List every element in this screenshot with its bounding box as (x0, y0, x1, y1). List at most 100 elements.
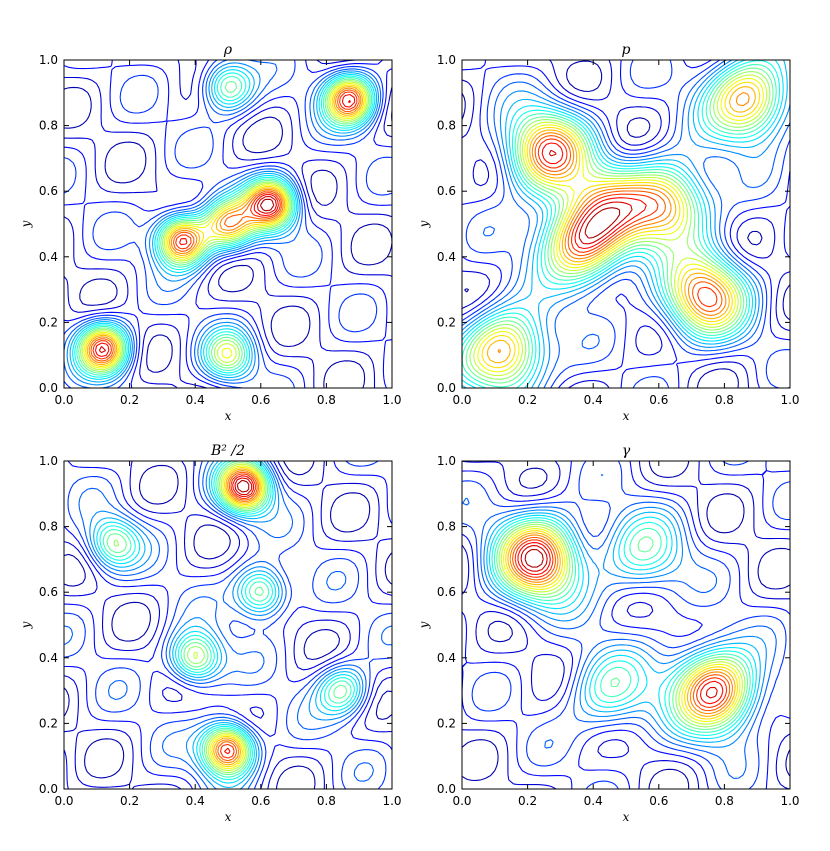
x-tick-label: 0.2 (120, 393, 139, 407)
contour-level (462, 461, 790, 789)
contour-level (496, 521, 749, 731)
contour-level (500, 525, 743, 725)
contour-level (106, 461, 348, 776)
contour-level (64, 60, 382, 388)
contour-level (537, 138, 718, 308)
x-tick-label: 0.8 (715, 794, 734, 808)
y-tick-label: 0.0 (437, 381, 456, 395)
contour-level (88, 87, 362, 364)
contour-level (209, 465, 264, 770)
contour-level (78, 78, 371, 374)
y-tick-label: 1.0 (437, 53, 456, 67)
contour-level (486, 86, 756, 364)
contour-level (462, 60, 790, 388)
contour-level (259, 198, 275, 212)
contour-level (462, 64, 777, 388)
contour-level (497, 92, 750, 354)
x-tick-label: 0.8 (715, 393, 734, 407)
y-tick-label: 0.8 (39, 520, 58, 534)
contour-level (86, 85, 363, 366)
contour-lines (462, 60, 790, 388)
x-tick-label: 0.8 (317, 794, 336, 808)
contour-level (505, 530, 739, 720)
contour-level (514, 539, 728, 708)
x-tick-label: 0.2 (518, 794, 537, 808)
x-axis-label: x (623, 810, 630, 824)
plot-frame (63, 59, 393, 389)
y-tick-label: 0.2 (437, 716, 456, 730)
y-tick-label: 0.0 (437, 782, 456, 796)
contour-level (92, 91, 358, 360)
x-tick-label: 1.0 (382, 794, 401, 808)
contour-level (502, 528, 741, 723)
contour-level (462, 60, 788, 388)
x-tick-label: 0.4 (584, 393, 603, 407)
y-axis-label: y (19, 621, 33, 629)
x-axis-label: x (225, 810, 232, 824)
x-tick-label: 0.6 (251, 393, 270, 407)
contour-level (64, 461, 392, 789)
contour-level (213, 468, 261, 766)
y-axis-label: y (19, 220, 33, 228)
y-tick-label: 1.0 (437, 454, 456, 468)
contour-level (64, 461, 392, 789)
y-tick-label: 0.4 (437, 651, 456, 665)
contour-level (524, 548, 544, 568)
contour-level (102, 461, 352, 778)
contour-lines (64, 461, 392, 789)
contour-level (236, 479, 250, 493)
contour-level (462, 461, 790, 789)
contour-level (483, 506, 767, 748)
contour-level (94, 93, 356, 358)
panel-title: γ (622, 443, 631, 459)
contour-level (99, 461, 355, 781)
contour-level (93, 461, 361, 789)
contour-level (64, 461, 392, 789)
x-tick-label: 1.0 (780, 794, 799, 808)
x-tick-label: 0.6 (649, 794, 668, 808)
contour-level (234, 477, 253, 496)
contour-level (465, 67, 774, 384)
contour-level (548, 149, 633, 245)
contour-level (211, 466, 263, 768)
x-tick-label: 0.0 (452, 393, 471, 407)
contour-lines (64, 60, 392, 388)
y-tick-label: 0.2 (39, 315, 58, 329)
contour-level (481, 81, 761, 369)
contour-level (469, 71, 771, 380)
contour-level (462, 60, 784, 388)
x-tick-label: 0.0 (452, 794, 471, 808)
plot-frame (461, 59, 791, 389)
y-tick-label: 1.0 (39, 53, 58, 67)
contour-level (462, 60, 790, 388)
contour-level (224, 475, 255, 755)
plot-frame (461, 460, 791, 790)
y-tick-label: 0.4 (437, 250, 456, 264)
contour-level (534, 135, 723, 313)
y-tick-label: 0.8 (437, 520, 456, 534)
y-tick-label: 0.6 (437, 585, 456, 599)
y-tick-label: 0.6 (39, 585, 58, 599)
contour-level (488, 514, 757, 740)
panel-lorentz-factor: 0.0 0.2 0.4 0.6 0.8 1.0 0.0 0.2 0.4 0.6 0.8 1.0 x y γ (417, 443, 800, 824)
panel-title: p (622, 42, 631, 58)
contour-level (217, 471, 258, 762)
y-tick-label: 0.4 (39, 651, 58, 665)
contour-level (215, 469, 260, 764)
x-tick-label: 1.0 (382, 393, 401, 407)
x-tick-label: 0.0 (54, 794, 73, 808)
panel-title: B² /2 (210, 443, 245, 459)
y-tick-label: 0.8 (39, 119, 58, 133)
x-axis-label: x (623, 409, 630, 423)
contour-level (113, 461, 267, 774)
contour-level (462, 60, 790, 388)
panel-rho: 0.0 0.2 0.4 0.6 0.8 1.0 0.0 0.2 0.4 0.6 0.8 1.0 x y ρ (19, 42, 402, 423)
contour-level (69, 65, 378, 383)
panel-pressure: 0.0 0.2 0.4 0.6 0.8 1.0 0.0 0.2 0.4 0.6 0.8 1.0 x y p (417, 42, 800, 423)
contour-level (89, 461, 364, 789)
y-tick-label: 0.0 (39, 782, 58, 796)
y-axis-label: y (417, 220, 431, 228)
x-tick-label: 0.6 (649, 393, 668, 407)
panel-magnetic-energy: 0.0 0.2 0.4 0.6 0.8 1.0 0.0 0.2 0.4 0.6 0.8 1.0 x y B²… (19, 443, 402, 824)
